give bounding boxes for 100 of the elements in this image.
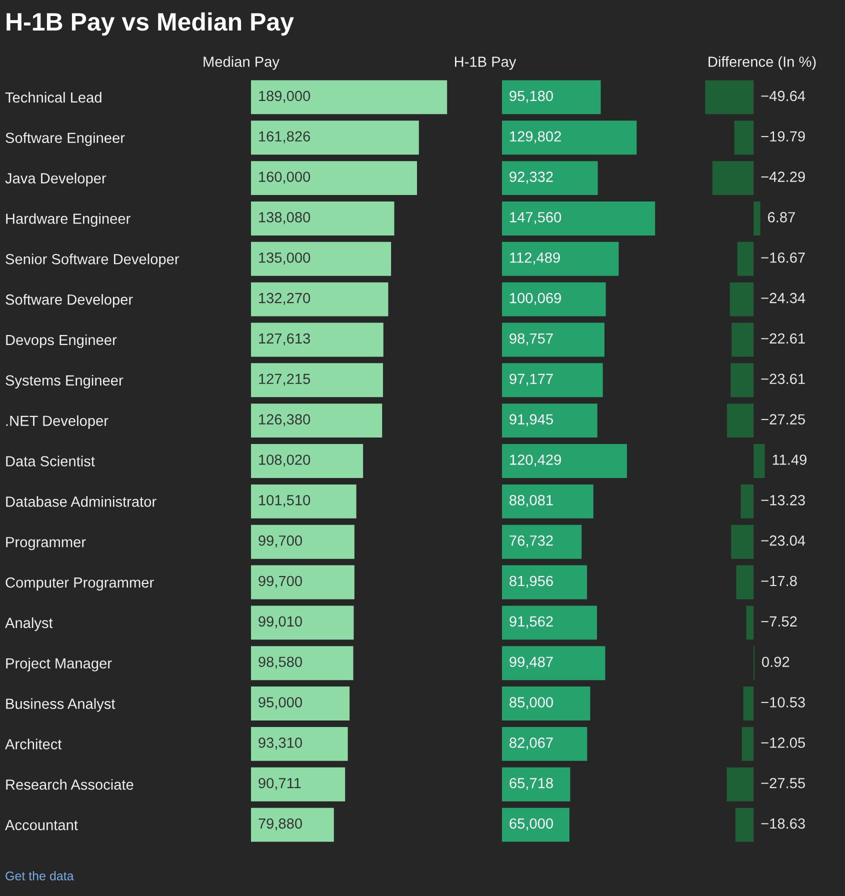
y-tick-label: .NET Developer [6,415,108,429]
bar [251,322,384,357]
data-label: 88,081 [510,495,553,508]
bar [251,524,354,559]
y-tick-label: Accountant [5,820,78,830]
data-label: −23.61 [761,374,805,384]
x-axis-title: Median Pay [204,56,280,70]
bar [740,484,754,518]
data-label: −12.05 [761,738,805,748]
data-label: 79,880 [258,818,302,830]
data-label: −24.34 [761,292,806,304]
bar [743,686,754,721]
data-label: 108,020 [259,454,310,467]
data-label: −19.79 [761,131,805,142]
bar [754,201,760,236]
data-label: −49.64 [761,90,806,102]
y-tick-label: Business Analyst [6,698,116,712]
data-label: 90,711 [258,778,301,790]
data-label: −16.67 [761,252,805,263]
bar [731,524,754,559]
data-label: 85,000 [510,697,553,710]
bar [736,565,754,600]
bar [251,120,419,155]
data-label: 126,380 [259,414,310,426]
bar [727,404,754,438]
data-label: 161,826 [259,131,310,144]
bar [251,484,356,518]
data-label: 95,180 [510,90,553,103]
bar [502,646,606,680]
bar [502,282,606,316]
data-label: 160,000 [259,172,310,184]
bar [502,120,637,155]
bar [502,565,588,600]
data-label: 135,000 [259,252,310,265]
data-label: 95,000 [258,697,302,710]
bar [742,726,754,761]
data-label: 132,270 [259,292,310,305]
bar [251,201,394,236]
data-label: −27.55 [761,778,805,788]
data-label: 81,956 [510,576,553,588]
data-label: 127,215 [259,374,310,386]
data-label: 93,310 [258,738,302,750]
bar [251,282,388,316]
data-label: −10.53 [761,697,805,708]
y-tick-label: Project Manager [6,658,112,672]
bar [502,484,594,518]
data-label: −42.29 [761,172,805,182]
y-tick-label: Java Developer [5,172,106,186]
y-tick-label: Technical Lead [5,92,102,103]
bar [251,686,350,721]
bar [251,444,364,478]
bar [251,80,448,114]
y-tick-label: Programmer [6,537,86,550]
y-tick-label: Analyst [5,617,53,631]
bar [251,242,392,276]
bar [737,242,754,276]
data-label: −18.63 [761,818,805,829]
bar [251,726,348,761]
y-tick-label: Hardware Engineer [6,213,130,227]
bar [502,242,619,276]
bar [502,606,597,640]
bar [730,282,754,316]
data-label: 92,332 [510,172,553,184]
bar [746,606,754,640]
bar [251,767,346,802]
data-label: 98,757 [510,333,553,346]
bar [712,161,754,196]
bar [754,444,765,478]
data-label: 6.87 [768,212,795,222]
bar [726,767,754,802]
data-label: 100,069 [510,292,561,305]
y-tick-label: Software Engineer [6,132,125,146]
bar [251,363,383,398]
data-label: 91,562 [510,616,553,628]
bar [502,404,598,438]
data-label: 65,000 [510,818,553,830]
bar [502,80,601,114]
chart-title: H-1B Pay vs Median Pay [6,12,294,36]
data-label: 76,732 [510,535,553,548]
bar [734,120,754,155]
data-label: 11.49 [772,454,806,465]
bar [502,444,627,478]
bar [502,686,590,721]
y-tick-label: Devops Engineer [6,334,117,348]
data-label: 189,000 [259,90,310,103]
data-label: 120,429 [510,454,561,467]
y-tick-label: Senior Software Developer [6,254,180,268]
data-label: 138,080 [259,212,310,224]
bar [251,646,354,680]
data-label: 65,718 [510,778,553,790]
data-label: 147,560 [510,212,562,224]
bar [502,726,588,761]
y-tick-label: Computer Programmer [6,577,154,591]
bar [502,363,603,398]
data-label: −17.8 [761,576,797,586]
data-label: 91,945 [510,414,553,426]
data-label: 127,613 [259,333,310,346]
x-axis-title: H-1B Pay [454,56,516,70]
bar [735,808,754,842]
data-label: 99,700 [258,576,302,588]
